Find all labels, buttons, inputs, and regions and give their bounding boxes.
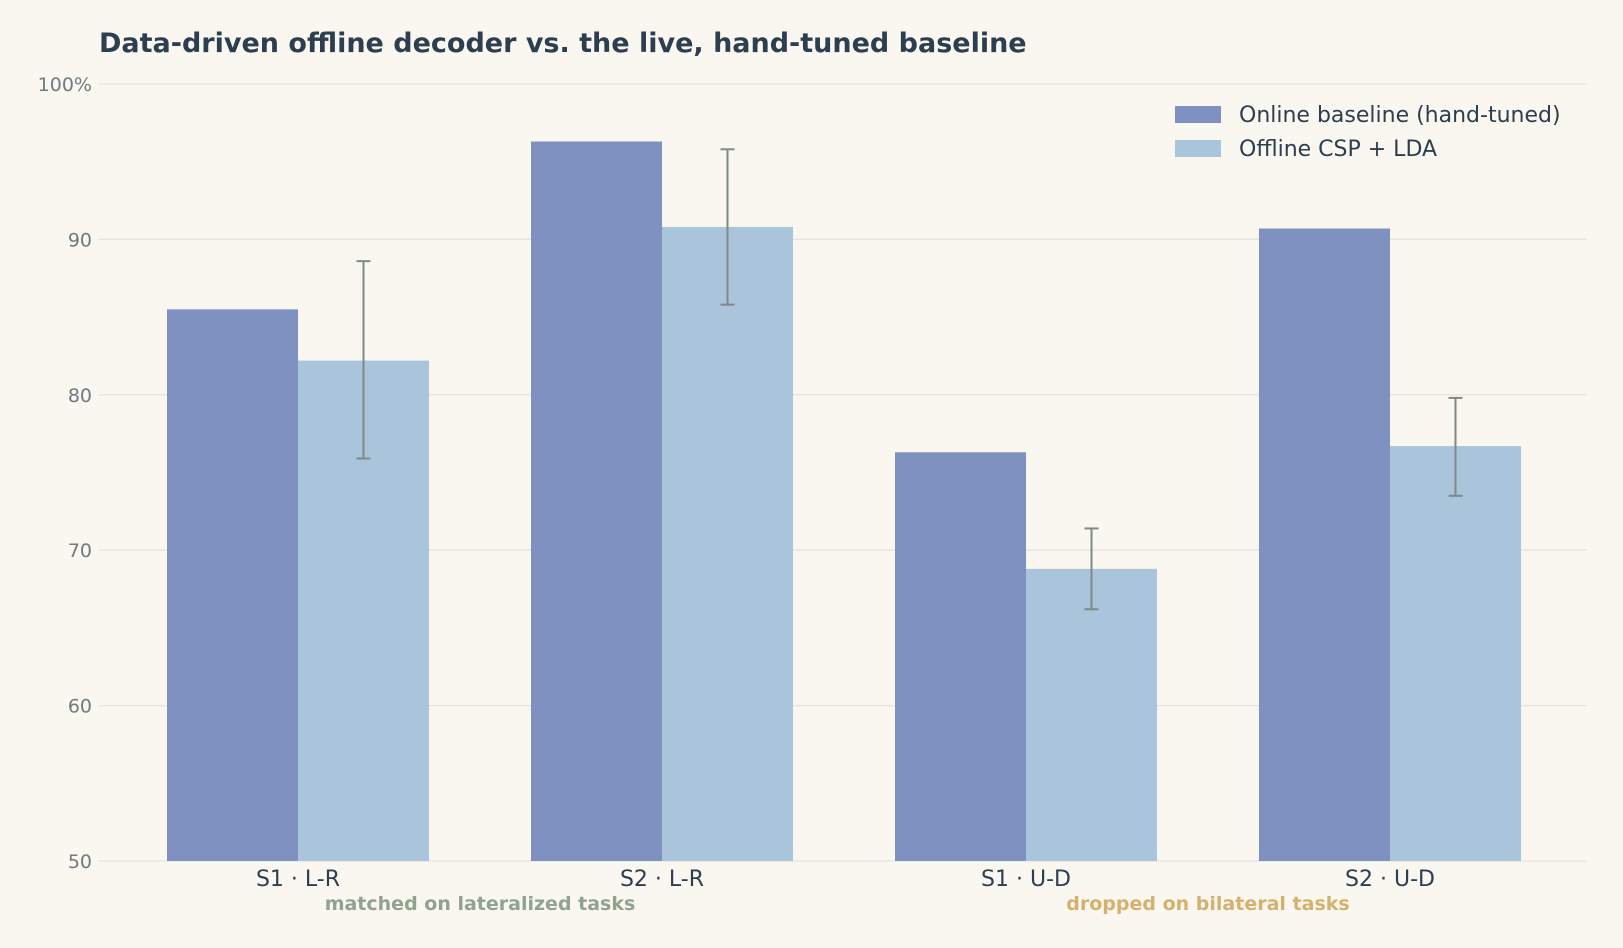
- bar-online: [1259, 228, 1390, 862]
- group-annotations: matched on lateralized tasks dropped on b…: [325, 893, 1350, 915]
- x-category-label: S1 · L-R: [256, 867, 340, 892]
- bar-online: [531, 141, 662, 862]
- x-category-label: S1 · U-D: [981, 867, 1071, 892]
- y-tick-label: 100%: [38, 74, 92, 96]
- x-category-label: S2 · U-D: [1345, 867, 1435, 892]
- legend: Online baseline (hand-tuned) Offline CSP …: [1175, 103, 1561, 162]
- x-category-label: S2 · L-R: [620, 867, 704, 892]
- y-axis-ticks: 50 60 70 80 90 100%: [38, 74, 92, 873]
- bars: [167, 141, 1521, 862]
- legend-swatch: [1175, 106, 1221, 123]
- y-tick-label: 90: [68, 229, 92, 251]
- legend-label: Online baseline (hand-tuned): [1239, 103, 1561, 128]
- error-bars: [356, 148, 1463, 611]
- group-annotation: dropped on bilateral tasks: [1066, 893, 1349, 915]
- y-tick-label: 50: [68, 851, 92, 873]
- y-tick-label: 60: [68, 696, 92, 718]
- legend-swatch: [1175, 140, 1221, 157]
- bar-offline: [662, 226, 793, 861]
- group-annotation: matched on lateralized tasks: [325, 893, 636, 915]
- bar-offline: [1390, 446, 1521, 861]
- y-tick-label: 70: [68, 540, 92, 562]
- bar-online: [167, 309, 298, 862]
- y-tick-label: 80: [68, 385, 92, 407]
- legend-label: Offline CSP + LDA: [1239, 137, 1437, 162]
- bar-online: [895, 452, 1026, 861]
- chart-title: Data-driven offline decoder vs. the live…: [99, 28, 1027, 59]
- bar-offline: [1026, 568, 1157, 861]
- x-axis-categories: S1 · L-R S2 · L-R S1 · U-D S2 · U-D: [256, 867, 1435, 892]
